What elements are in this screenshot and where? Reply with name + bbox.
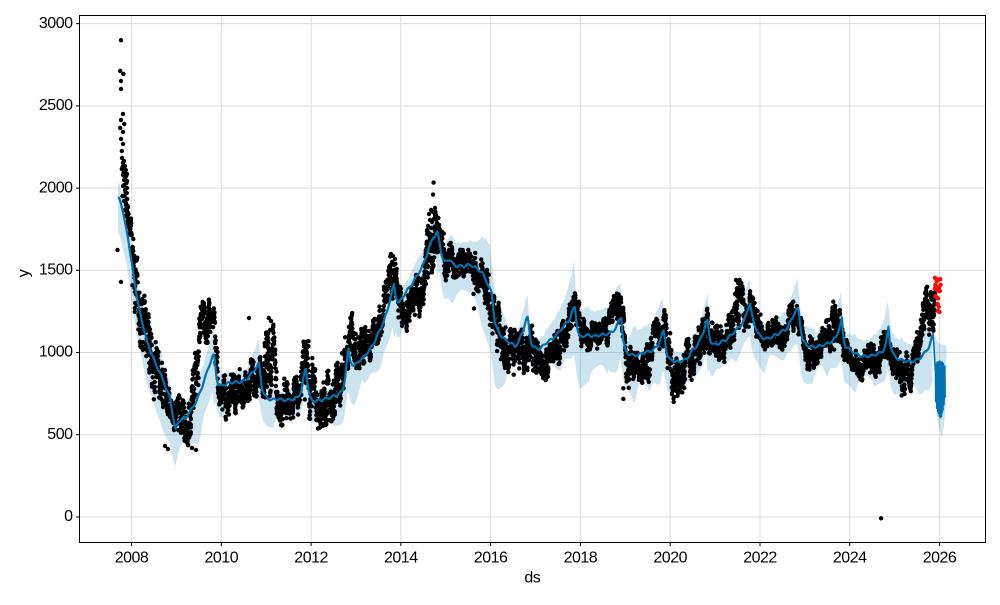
svg-text:ds: ds xyxy=(524,570,540,587)
svg-text:2012: 2012 xyxy=(294,550,328,567)
svg-text:2018: 2018 xyxy=(564,550,598,567)
svg-text:2022: 2022 xyxy=(743,550,777,567)
svg-text:2000: 2000 xyxy=(39,179,73,196)
svg-text:2024: 2024 xyxy=(833,550,867,567)
svg-text:2008: 2008 xyxy=(115,550,149,567)
svg-text:2020: 2020 xyxy=(653,550,687,567)
svg-text:500: 500 xyxy=(47,426,73,443)
svg-text:1500: 1500 xyxy=(39,262,73,279)
svg-text:1000: 1000 xyxy=(39,344,73,361)
svg-text:0: 0 xyxy=(64,508,73,525)
svg-text:y: y xyxy=(16,269,33,277)
svg-text:2500: 2500 xyxy=(39,97,73,114)
svg-text:2026: 2026 xyxy=(923,550,957,567)
svg-text:2014: 2014 xyxy=(384,550,418,567)
svg-text:2010: 2010 xyxy=(205,550,239,567)
svg-text:3000: 3000 xyxy=(39,15,73,32)
svg-text:2016: 2016 xyxy=(474,550,508,567)
